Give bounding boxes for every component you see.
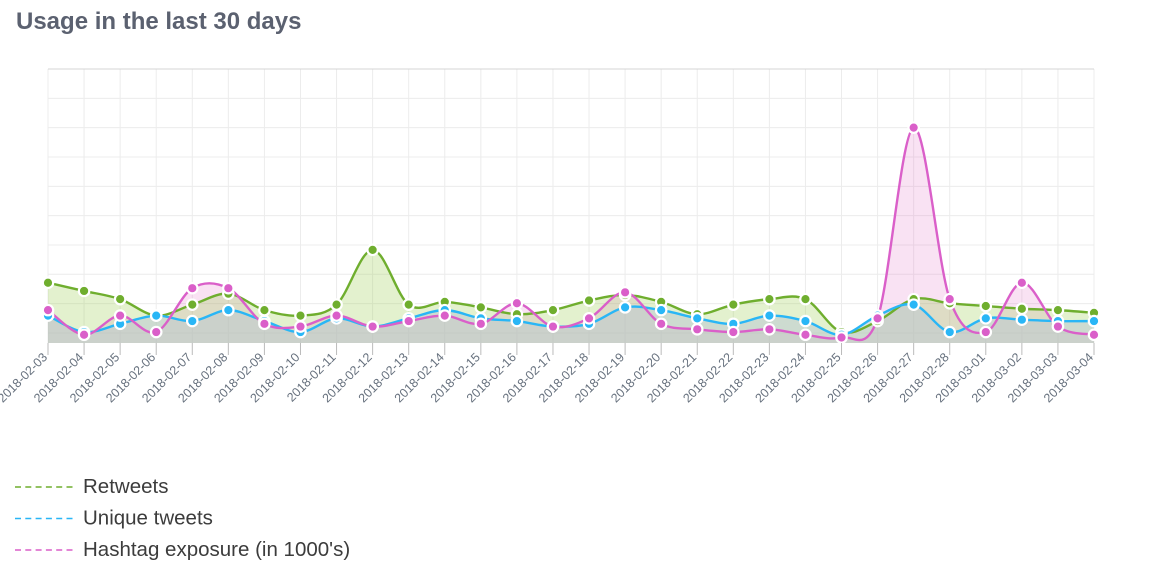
svg-text:Hashtag exposure (in 1000's): Hashtag exposure (in 1000's): [83, 538, 350, 561]
svg-text:Retweets: Retweets: [83, 475, 168, 498]
svg-text:Unique tweets: Unique tweets: [83, 507, 213, 530]
